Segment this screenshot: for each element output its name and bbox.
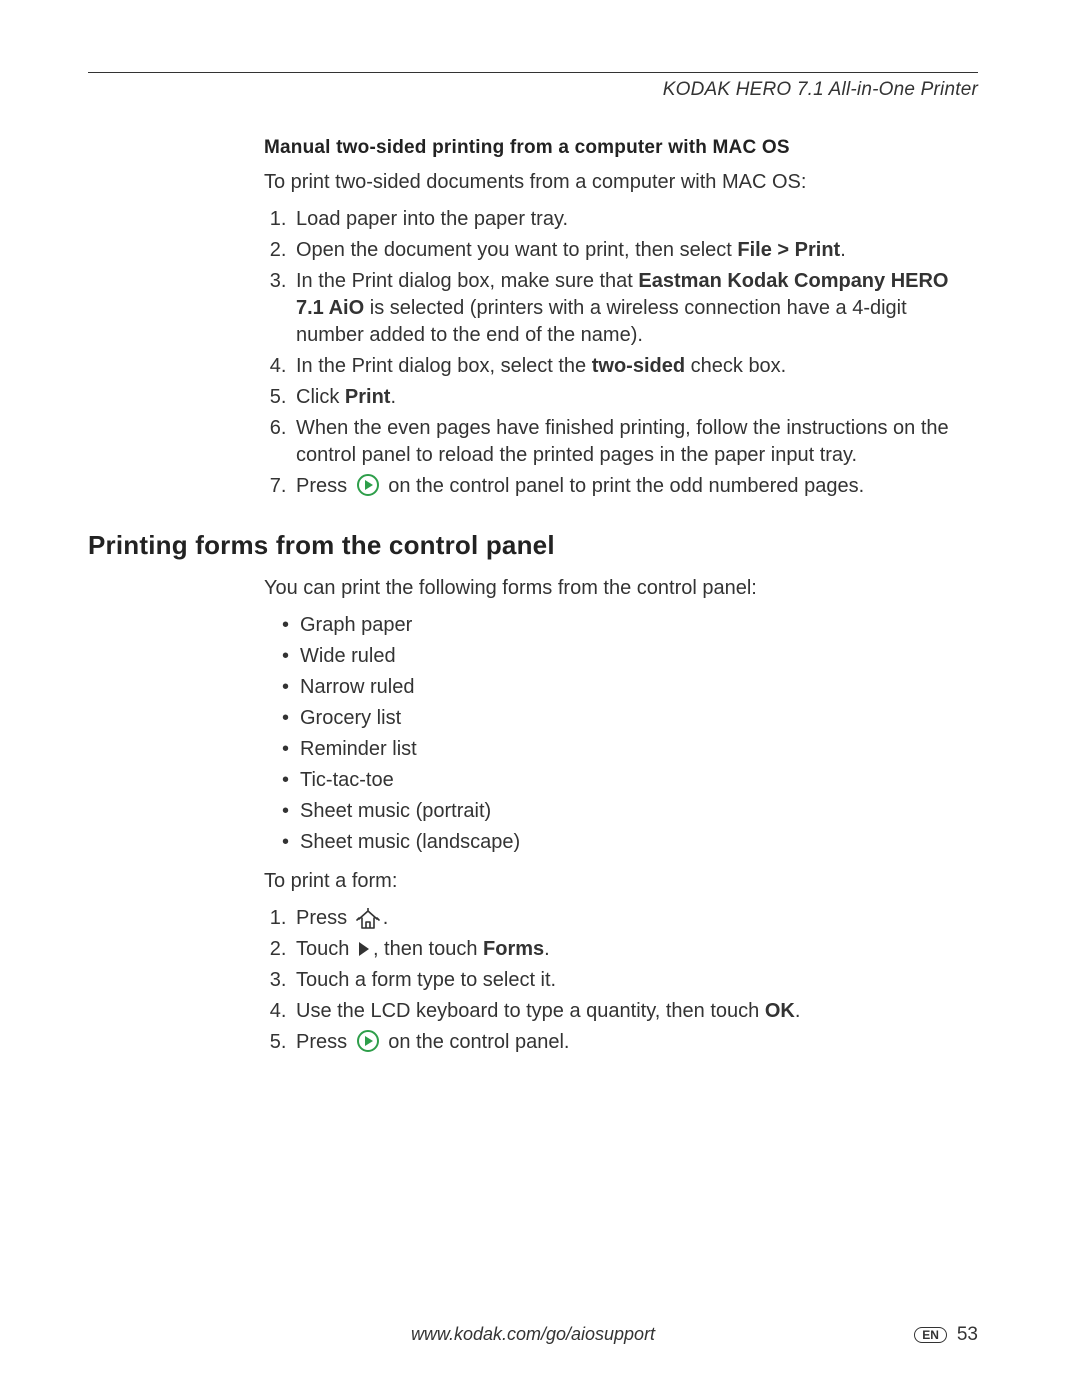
step-5-pre: Click — [296, 386, 345, 408]
section-printing-forms: You can print the following forms from t… — [264, 575, 978, 1056]
pf-step-2-pre: Touch — [296, 938, 355, 960]
pf-step-4-bold: OK — [765, 1000, 795, 1022]
footer-right: EN 53 — [914, 1324, 978, 1346]
play-button-icon — [353, 474, 383, 496]
step-4-post: check box. — [685, 355, 786, 377]
intro-mac: To print two-sided documents from a comp… — [264, 169, 978, 196]
intro-print-form: To print a form: — [264, 868, 978, 895]
pf-step-5-post: on the control panel. — [383, 1031, 570, 1053]
pf-step-1-post: . — [383, 907, 389, 929]
page-number: 53 — [957, 1324, 978, 1346]
step-2-bold: File > Print — [737, 239, 840, 261]
pf-step-5: Press on the control panel. — [292, 1029, 978, 1056]
pf-step-5-pre: Press — [296, 1031, 353, 1053]
pf-step-4: Use the LCD keyboard to type a quantity,… — [292, 998, 978, 1025]
language-badge: EN — [914, 1327, 947, 1343]
pf-step-2-mid: , then touch — [373, 938, 483, 960]
header-product-title: KODAK HERO 7.1 All-in-One Printer — [88, 79, 978, 101]
header-rule — [88, 72, 978, 73]
step-7-pre: Press — [296, 475, 353, 497]
pf-step-4-pre: Use the LCD keyboard to type a quantity,… — [296, 1000, 765, 1022]
step-4-pre: In the Print dialog box, select the — [296, 355, 592, 377]
step-7-post: on the control panel to print the odd nu… — [383, 475, 864, 497]
page-footer: www.kodak.com/go/aiosupport EN 53 — [88, 1324, 978, 1345]
pf-step-2: Touch , then touch Forms. — [292, 936, 978, 963]
step-6: When the even pages have finished printi… — [292, 415, 978, 469]
form-sheet-music-portrait: Sheet music (portrait) — [282, 798, 978, 825]
form-graph-paper: Graph paper — [282, 612, 978, 639]
step-3-post: is selected (printers with a wireless co… — [296, 297, 907, 346]
intro-forms: You can print the following forms from t… — [264, 575, 978, 602]
right-arrow-icon — [359, 942, 369, 956]
form-sheet-music-landscape: Sheet music (landscape) — [282, 829, 978, 856]
step-3-pre: In the Print dialog box, make sure that — [296, 270, 638, 292]
step-7: Press on the control panel to print the … — [292, 473, 978, 500]
step-2-post: . — [840, 239, 846, 261]
form-narrow-ruled: Narrow ruled — [282, 674, 978, 701]
forms-list: Graph paper Wide ruled Narrow ruled Groc… — [264, 612, 978, 856]
step-5-bold: Print — [345, 386, 391, 408]
pf-step-1: Press . — [292, 905, 978, 932]
step-4-bold: two-sided — [592, 355, 685, 377]
form-tic-tac-toe: Tic-tac-toe — [282, 767, 978, 794]
step-3: In the Print dialog box, make sure that … — [292, 268, 978, 349]
subheading-mac: Manual two-sided printing from a compute… — [264, 137, 978, 159]
step-2: Open the document you want to print, the… — [292, 237, 978, 264]
pf-step-1-pre: Press — [296, 907, 353, 929]
form-reminder-list: Reminder list — [282, 736, 978, 763]
steps-print-form: Press . Touch , then touch Forms. Touch … — [264, 905, 978, 1056]
pf-step-3: Touch a form type to select it. — [292, 967, 978, 994]
step-4: In the Print dialog box, select the two-… — [292, 353, 978, 380]
step-5: Click Print. — [292, 384, 978, 411]
step-5-post: . — [390, 386, 396, 408]
pf-step-2-bold: Forms — [483, 938, 544, 960]
manual-page: KODAK HERO 7.1 All-in-One Printer Manual… — [0, 0, 1080, 1397]
heading-printing-forms: Printing forms from the control panel — [88, 530, 978, 561]
pf-step-2-post: . — [544, 938, 550, 960]
step-1: Load paper into the paper tray. — [292, 206, 978, 233]
section-two-sided-mac: Manual two-sided printing from a compute… — [264, 137, 978, 500]
step-2-pre: Open the document you want to print, the… — [296, 239, 737, 261]
footer-url: www.kodak.com/go/aiosupport — [411, 1324, 655, 1345]
form-grocery-list: Grocery list — [282, 705, 978, 732]
steps-mac: Load paper into the paper tray. Open the… — [264, 206, 978, 500]
home-icon — [353, 906, 383, 928]
play-button-icon — [353, 1030, 383, 1052]
form-wide-ruled: Wide ruled — [282, 643, 978, 670]
pf-step-4-post: . — [795, 1000, 801, 1022]
